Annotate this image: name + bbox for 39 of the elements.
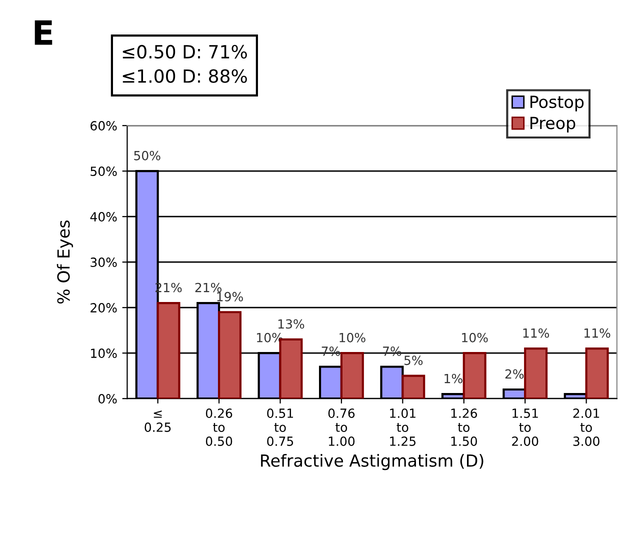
data-label: 11%: [523, 328, 550, 338]
data-label: 13%: [278, 319, 304, 329]
data-label: 5%: [404, 356, 423, 366]
legend-label: Preop: [530, 116, 576, 132]
y-tick-label: 30%: [90, 258, 117, 268]
legend-label: Postop: [530, 96, 584, 112]
y-tick-label: 50%: [90, 166, 117, 176]
y-tick-label: 10%: [91, 348, 117, 358]
x-tick-label: ≤ 0.25: [144, 410, 171, 432]
x-tick-label: 2.01 to 3.00: [573, 408, 600, 446]
bar: [402, 374, 426, 399]
x-axis-title: Refractive Astigmatism (D): [261, 454, 484, 470]
bar: [340, 352, 364, 399]
bar: [585, 347, 609, 399]
x-tick-label: 1.01 to 1.25: [390, 408, 416, 446]
y-tick-label: 20%: [90, 303, 117, 313]
x-tick-label: 1.26 to 1.50: [451, 408, 478, 446]
data-label: 19%: [217, 292, 243, 302]
y-axis-title: % Of Eyes: [56, 220, 74, 304]
data-label: 10%: [462, 332, 488, 342]
data-label: 1%: [444, 374, 462, 384]
data-label: 11%: [584, 328, 610, 338]
chart-title: E: [34, 20, 52, 45]
data-label: 50%: [134, 150, 160, 160]
x-tick-label: 0.76 to 1.00: [328, 408, 355, 446]
bar: [218, 311, 242, 399]
data-label: 10%: [340, 332, 366, 342]
y-tick-label: 60%: [90, 121, 117, 131]
text: ≤0.50 D: 71% ≤1.00 D: 88%: [122, 44, 247, 83]
bar: [156, 302, 180, 399]
x-tick-label: 0.51 to 0.75: [267, 408, 294, 446]
x-tick-label: 1.51 to 2.00: [512, 408, 538, 446]
y-tick-label: 40%: [90, 212, 117, 222]
data-label: 21%: [195, 282, 222, 292]
bar: [524, 347, 548, 399]
x-tick-label: 0.26 to 0.50: [206, 408, 232, 446]
data-label: 2%: [505, 369, 524, 379]
y-tick-label: 0%: [98, 394, 117, 404]
bar: [462, 352, 486, 399]
